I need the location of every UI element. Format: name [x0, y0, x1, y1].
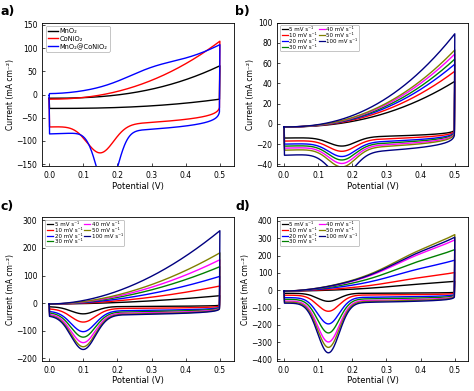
- X-axis label: Potential (V): Potential (V): [112, 182, 164, 191]
- X-axis label: Potential (V): Potential (V): [347, 377, 399, 386]
- Legend: 5 mV s⁻¹, 10 mV s⁻¹, 20 mV s⁻¹, 30 mV s⁻¹, 40 mV s⁻¹, 50 mV s⁻¹, 100 mV s⁻¹: 5 mV s⁻¹, 10 mV s⁻¹, 20 mV s⁻¹, 30 mV s⁻…: [280, 25, 359, 51]
- Y-axis label: Current (mA cm⁻²): Current (mA cm⁻²): [241, 254, 250, 325]
- Y-axis label: Current (mA cm⁻²): Current (mA cm⁻²): [246, 59, 255, 130]
- X-axis label: Potential (V): Potential (V): [112, 377, 164, 386]
- Y-axis label: Current (mA cm⁻²): Current (mA cm⁻²): [6, 254, 15, 325]
- Text: d): d): [235, 200, 250, 213]
- Y-axis label: Current (mA cm⁻²): Current (mA cm⁻²): [6, 59, 15, 130]
- Text: b): b): [235, 5, 250, 18]
- X-axis label: Potential (V): Potential (V): [347, 182, 399, 191]
- Text: c): c): [0, 200, 13, 213]
- Legend: 5 mV s⁻¹, 10 mV s⁻¹, 20 mV s⁻¹, 30 mV s⁻¹, 40 mV s⁻¹, 50 mV s⁻¹, 100 mV s⁻¹: 5 mV s⁻¹, 10 mV s⁻¹, 20 mV s⁻¹, 30 mV s⁻…: [280, 220, 359, 246]
- Text: a): a): [0, 5, 15, 18]
- Legend: MnO₂, CoNiO₂, MnO₂@CoNiO₂: MnO₂, CoNiO₂, MnO₂@CoNiO₂: [46, 26, 109, 52]
- Legend: 5 mV s⁻¹, 10 mV s⁻¹, 20 mV s⁻¹, 30 mV s⁻¹, 40 mV s⁻¹, 50 mV s⁻¹, 100 mV s⁻¹: 5 mV s⁻¹, 10 mV s⁻¹, 20 mV s⁻¹, 30 mV s⁻…: [45, 220, 124, 246]
